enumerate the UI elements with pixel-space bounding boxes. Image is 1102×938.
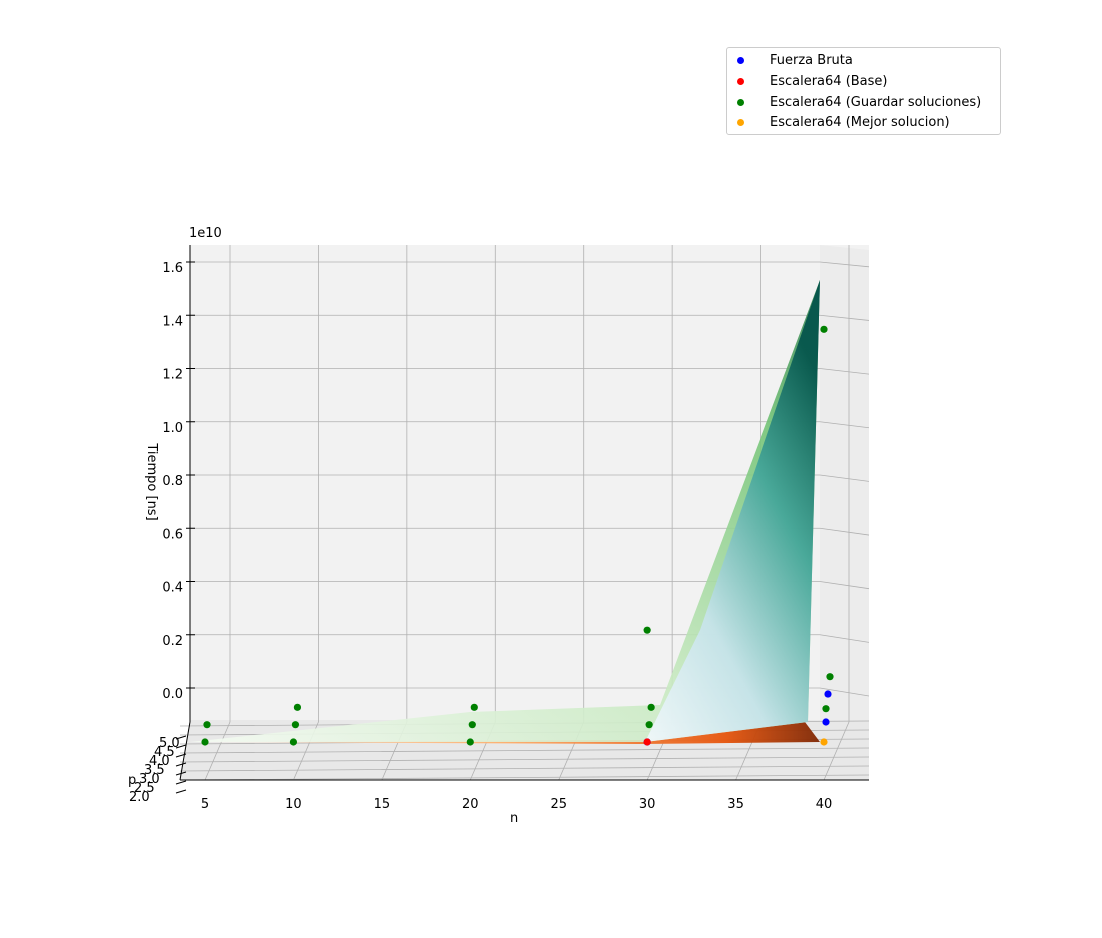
data-point xyxy=(643,738,651,746)
axes xyxy=(175,245,869,794)
data-point xyxy=(822,718,830,726)
grid-line-z-side xyxy=(819,261,870,268)
legend-marker xyxy=(737,56,744,64)
p-tick-mark xyxy=(175,762,187,767)
p-tick-mark xyxy=(175,744,187,749)
p-tick-mark xyxy=(175,789,187,794)
grid-line-z-side xyxy=(819,634,870,643)
legend-item-guardar: Escalera64 (Guardar soluciones) xyxy=(737,92,981,112)
data-points xyxy=(201,325,834,746)
p-tick-label: 4.5 xyxy=(154,745,175,760)
x-tick-label: 30 xyxy=(639,797,656,812)
offset-text: 1e10 xyxy=(189,226,222,241)
p-tick-label: 5.0 xyxy=(159,736,180,751)
p-tick-mark xyxy=(175,735,187,740)
p-axis-line xyxy=(179,721,191,781)
legend-label: Escalera64 (Base) xyxy=(770,73,888,89)
data-point xyxy=(201,738,209,746)
right-pane xyxy=(820,245,869,780)
grid-line-z-side xyxy=(819,314,870,321)
z-axis-label: Tiempo [ns] xyxy=(144,442,159,520)
tick-labels: 5 10 15 20 25 30 35 40 0.0 0.2 0.4 0.6 0.8 1.0 1.2 1.4 1… xyxy=(129,261,832,812)
grid-line-z-side xyxy=(819,421,870,429)
grid-line-x-floor xyxy=(823,721,850,781)
x-tick-label: 25 xyxy=(550,797,567,812)
data-point xyxy=(824,690,832,698)
data-point xyxy=(643,626,651,634)
x-tick-label: 20 xyxy=(462,797,479,812)
legend-label: Escalera64 (Guardar soluciones) xyxy=(770,94,982,110)
data-point xyxy=(466,738,474,746)
legend: Fuerza Bruta Escalera64 (Base) Escalera6… xyxy=(726,47,1001,135)
p-tick-label: 3.5 xyxy=(144,763,165,778)
legend-label: Escalera64 (Mejor solucion) xyxy=(770,114,950,130)
x-tick-label: 10 xyxy=(285,797,302,812)
data-point xyxy=(822,705,830,713)
data-point xyxy=(468,721,476,729)
legend-item-mejor: Escalera64 (Mejor solucion) xyxy=(737,112,950,132)
grid-line-z-side xyxy=(819,687,870,697)
grid-line-p xyxy=(179,774,870,781)
legend-marker xyxy=(737,77,744,85)
data-point xyxy=(293,703,302,711)
data-point xyxy=(470,703,478,711)
z-tick-label: 1.0 xyxy=(162,421,183,436)
x-tick-label: 15 xyxy=(374,797,391,812)
data-point xyxy=(820,738,828,746)
data-point xyxy=(645,721,653,729)
data-point xyxy=(820,325,828,333)
x-tick-label: 5 xyxy=(201,797,209,812)
grid-line-p xyxy=(179,756,870,763)
z-tick-label: 0.0 xyxy=(162,687,183,702)
data-point xyxy=(647,703,655,711)
grid-line-p xyxy=(179,765,870,772)
p-tick-mark xyxy=(175,753,187,758)
surface-blue xyxy=(645,280,820,742)
data-point xyxy=(289,738,298,746)
p-tick-label: 3.0 xyxy=(139,772,160,787)
p-tick-label: 4.0 xyxy=(149,754,170,769)
p-tick-label: 2.5 xyxy=(134,781,155,796)
grid-line-z-side xyxy=(819,368,870,375)
data-point xyxy=(203,721,211,729)
legend-item-fuerza-bruta: Fuerza Bruta xyxy=(737,50,853,70)
grid-line-p xyxy=(179,747,870,754)
z-tick-label: 1.6 xyxy=(162,261,183,276)
data-point xyxy=(826,673,834,681)
z-tick-label: 0.8 xyxy=(162,474,183,489)
z-tick-label: 1.2 xyxy=(162,368,183,383)
y-axis-label: p xyxy=(128,773,136,788)
data-point xyxy=(291,721,300,729)
legend-marker xyxy=(737,118,744,126)
z-tick-label: 0.2 xyxy=(162,634,183,649)
grid-line-z-side xyxy=(819,474,870,482)
z-tick-label: 1.4 xyxy=(162,314,183,329)
p-tick-label: 2.0 xyxy=(129,790,150,805)
x-tick-label: 40 xyxy=(816,797,833,812)
x-axis-label: n xyxy=(510,811,518,826)
p-tick-mark xyxy=(175,771,187,776)
legend-marker xyxy=(737,98,744,106)
legend-item-base: Escalera64 (Base) xyxy=(737,71,888,91)
z-tick-label: 0.4 xyxy=(162,581,183,596)
grid-line-z-side xyxy=(819,527,870,536)
p-tick-mark xyxy=(175,780,187,785)
grid-line-z-side xyxy=(819,581,870,590)
x-tick-label: 35 xyxy=(727,797,744,812)
legend-label: Fuerza Bruta xyxy=(770,52,853,68)
z-tick-label: 0.6 xyxy=(162,527,183,542)
grid-line-x-floor xyxy=(204,721,231,781)
surfaces xyxy=(190,280,820,744)
